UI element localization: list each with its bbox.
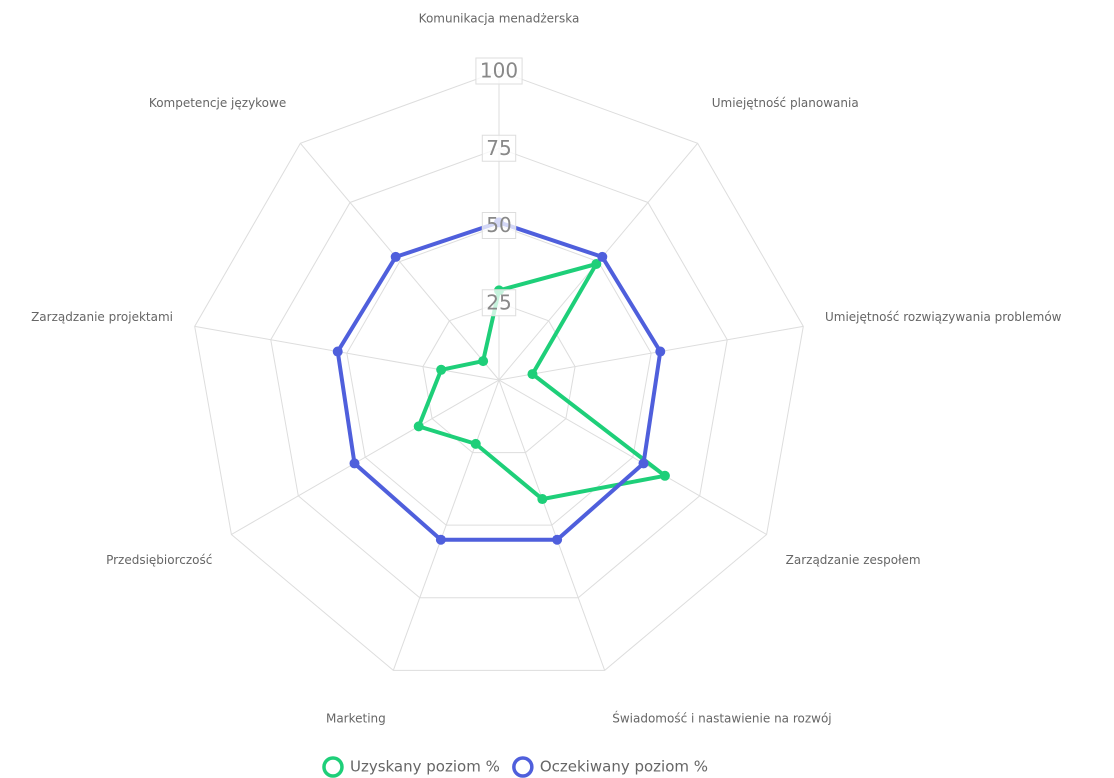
axis-label: Świadomość i nastawienie na rozwój bbox=[612, 711, 831, 726]
spoke bbox=[299, 142, 500, 381]
point bbox=[332, 346, 343, 357]
axis-label: Przedsiębiorczość bbox=[106, 553, 212, 567]
point bbox=[537, 494, 548, 505]
legend-marker bbox=[322, 756, 344, 778]
axis-label: Zarządzanie zespołem bbox=[786, 553, 921, 567]
grid-ring bbox=[270, 147, 728, 599]
spoke bbox=[392, 379, 500, 671]
tick-label: 50 bbox=[486, 213, 511, 237]
axis-label: Kompetencje językowe bbox=[149, 96, 286, 110]
point bbox=[597, 251, 608, 262]
spoke bbox=[498, 325, 804, 381]
tick-label: 75 bbox=[486, 136, 511, 160]
point bbox=[349, 458, 360, 469]
spoke bbox=[231, 379, 500, 535]
series-line bbox=[335, 220, 663, 542]
spoke bbox=[498, 379, 606, 671]
point bbox=[638, 458, 649, 469]
axis-label: Marketing bbox=[326, 712, 386, 726]
point bbox=[659, 470, 670, 481]
point bbox=[470, 438, 481, 449]
point bbox=[390, 251, 401, 262]
point bbox=[527, 369, 538, 380]
spoke bbox=[194, 325, 500, 381]
series-line bbox=[416, 260, 670, 502]
legend-marker bbox=[512, 756, 534, 778]
legend-label: Uzyskany poziom % bbox=[350, 758, 500, 776]
axis-label: Umiejętność rozwiązywania problemów bbox=[825, 310, 1062, 324]
tick-backdrop bbox=[481, 289, 517, 317]
axis-label: Zarządzanie projektami bbox=[31, 310, 173, 324]
point bbox=[435, 534, 446, 545]
point bbox=[655, 346, 666, 357]
legend-label: Oczekiwany poziom % bbox=[540, 758, 708, 776]
spoke bbox=[498, 379, 767, 535]
grid-ring bbox=[346, 224, 652, 526]
grid-ring bbox=[422, 302, 576, 454]
point bbox=[552, 534, 563, 545]
grid-ring bbox=[194, 70, 804, 671]
axis-label: Komunikacja menadżerska bbox=[419, 12, 580, 26]
point bbox=[413, 421, 424, 432]
axis-label: Umiejętność planowania bbox=[712, 96, 859, 110]
point bbox=[436, 364, 447, 375]
point bbox=[478, 356, 489, 367]
point bbox=[591, 259, 602, 270]
tick-label: 25 bbox=[486, 290, 511, 314]
tick-backdrop bbox=[481, 212, 517, 239]
tick-backdrop bbox=[475, 57, 523, 85]
tick-label: 100 bbox=[480, 59, 518, 83]
tick-backdrop bbox=[481, 134, 517, 162]
